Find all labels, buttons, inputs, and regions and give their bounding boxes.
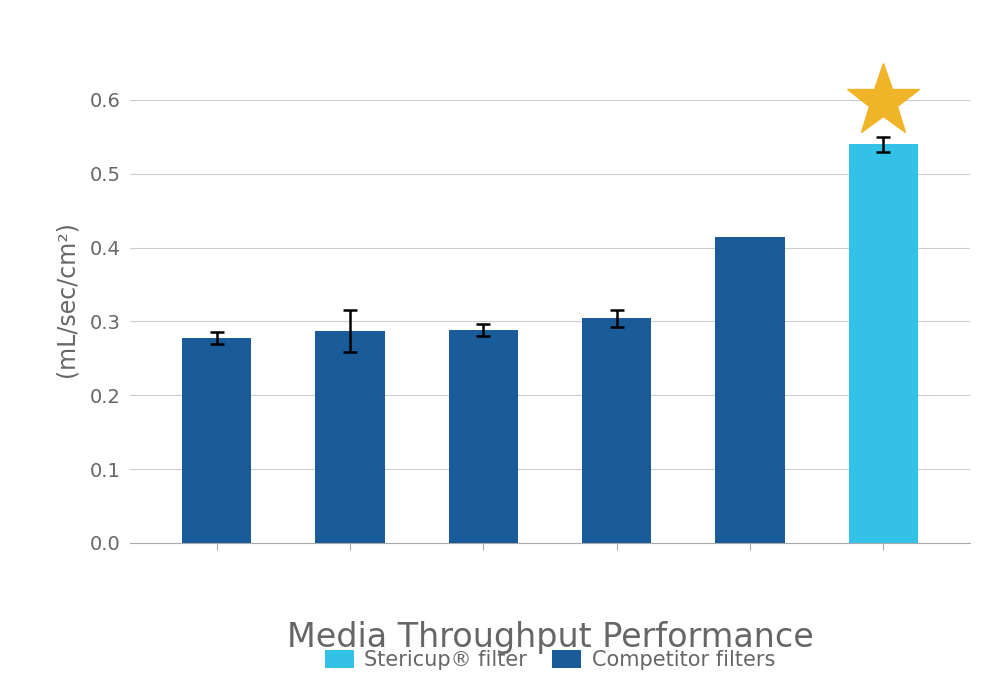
Legend: Stericup® filter, Competitor filters: Stericup® filter, Competitor filters	[316, 642, 784, 679]
Bar	[449, 331, 518, 543]
Text: Media Throughput Performance: Media Throughput Performance	[287, 621, 813, 654]
Bar	[582, 319, 651, 543]
Y-axis label: (mL/sec/cm²): (mL/sec/cm²)	[54, 221, 78, 377]
Bar	[715, 237, 785, 543]
Bar	[182, 338, 251, 543]
Bar	[849, 144, 918, 543]
Bar	[315, 331, 385, 543]
